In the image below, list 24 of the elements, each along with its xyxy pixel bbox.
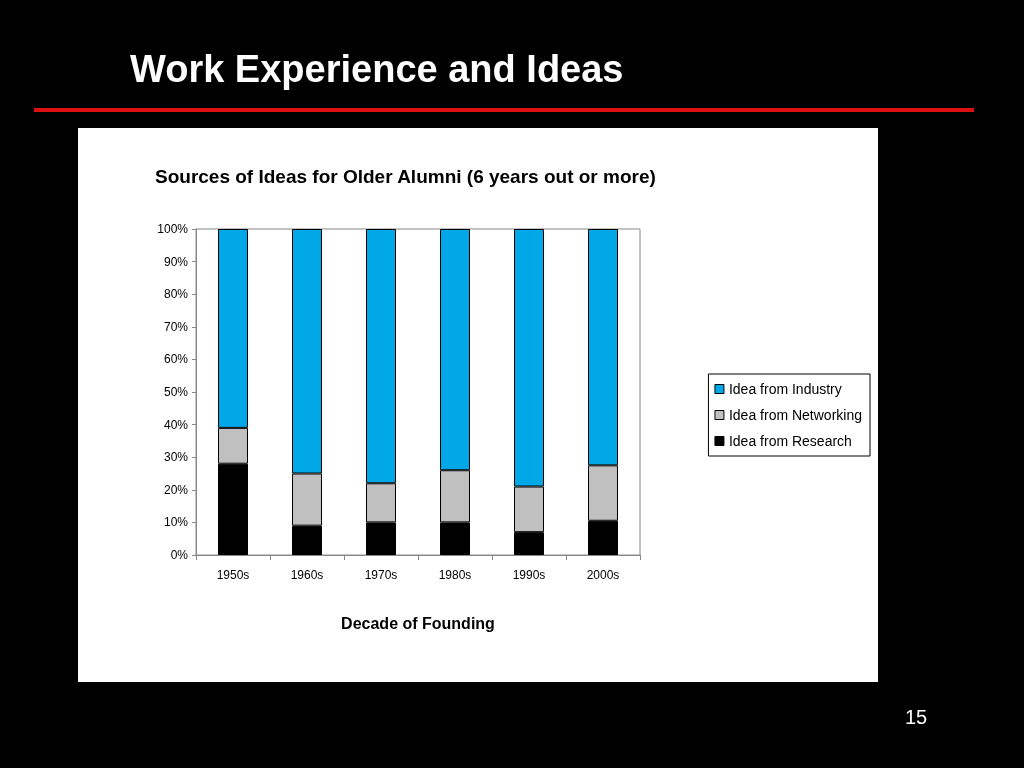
text: 15 bbox=[905, 706, 928, 729]
legend-label: Idea from Research bbox=[728, 433, 852, 449]
y-tick-label: 60% bbox=[163, 352, 189, 367]
y-tick-label: 40% bbox=[163, 417, 189, 432]
chart-title: Work Experience and Ideas bbox=[130, 48, 624, 91]
chart-subtitle: Sources of Ideas for Older Alumni (6 years out or more) bbox=[155, 166, 656, 187]
y-tick-label: 0% bbox=[170, 548, 189, 562]
legend-label: Idea from Networking bbox=[728, 407, 863, 423]
x-tick-label: 2000s bbox=[586, 568, 620, 582]
legend-label: Idea from Industry bbox=[728, 381, 842, 397]
y-tick-label: 100% bbox=[157, 222, 189, 236]
x-tick-label: 1980s bbox=[438, 568, 472, 582]
y-tick-label: 80% bbox=[163, 287, 189, 302]
x-tick-label: 1990s bbox=[512, 568, 546, 582]
y-tick-label: 10% bbox=[163, 515, 189, 530]
x-axis-title: Decade of Founding bbox=[341, 614, 495, 632]
y-tick-label: 70% bbox=[163, 319, 189, 334]
y-tick-label: 90% bbox=[163, 254, 189, 269]
y-tick-label: 30% bbox=[163, 450, 189, 465]
x-tick-label: 1970s bbox=[364, 568, 398, 582]
x-tick-label: 1950s bbox=[216, 568, 250, 582]
x-tick-label: 1960s bbox=[290, 568, 324, 582]
y-tick-label: 20% bbox=[163, 482, 189, 497]
y-tick-label: 50% bbox=[163, 385, 189, 399]
